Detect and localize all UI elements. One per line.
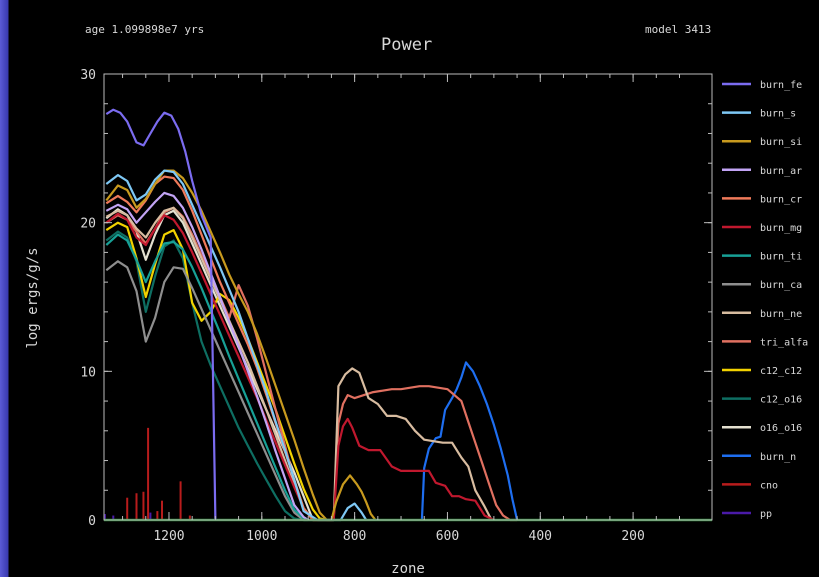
x-tick-label: 800 — [343, 529, 366, 544]
y-axis-label: log ergs/g/s — [25, 247, 41, 348]
series-burn_n — [420, 361, 519, 521]
series-layer — [103, 108, 712, 522]
legend-label-burn_ne: burn_ne — [760, 309, 802, 320]
legend: burn_fe burn_s burn_si burn_ar burn_cr burn_m… — [722, 80, 808, 520]
legend-label-burn_ca: burn_ca — [760, 280, 802, 291]
legend-label-burn_s: burn_s — [760, 109, 796, 120]
legend-label-burn_cr: burn_cr — [760, 194, 802, 205]
plot-panel: age 1.099898e7 yrs model 3413 Power log … — [9, 8, 819, 577]
x-tick-label: 400 — [529, 529, 552, 544]
series-burn_fe — [105, 108, 217, 521]
series-c12_o16 — [105, 230, 309, 522]
series-burn_si — [105, 169, 377, 522]
x-tick-label: 600 — [436, 529, 459, 544]
y-tick-label: 10 — [80, 365, 96, 380]
legend-label-burn_ti: burn_ti — [760, 252, 802, 263]
legend-label-burn_n: burn_n — [760, 452, 796, 463]
y-tick-label: 20 — [80, 217, 96, 232]
series-burn_ca — [105, 260, 318, 522]
axes-layer: 0 10 20 30 1200 1000 800 600 400 200 — [80, 68, 713, 544]
plot-frame — [103, 73, 713, 521]
y-tick-label: 30 — [80, 68, 96, 83]
legend-label-c12_c12: c12_c12 — [760, 366, 802, 377]
age-label: age 1.099898e7 yrs — [85, 23, 204, 36]
y-tick-label: 0 — [88, 514, 96, 529]
series-burn_mg — [105, 212, 495, 522]
legend-label-burn_si: burn_si — [760, 137, 802, 148]
legend-label-burn_ar: burn_ar — [760, 166, 802, 177]
legend-label-pp: pp — [760, 509, 772, 520]
legend-label-burn_mg: burn_mg — [760, 223, 802, 234]
legend-label-burn_fe: burn_fe — [760, 80, 802, 91]
chart-title: Power — [381, 35, 432, 55]
x-axis-label: zone — [391, 561, 425, 577]
series-burn_s — [105, 169, 368, 522]
legend-label-tri_alfa: tri_alfa — [760, 337, 808, 348]
x-tick-label: 1000 — [246, 529, 277, 544]
legend-label-cno: cno — [760, 480, 778, 491]
x-tick-label: 200 — [621, 529, 644, 544]
power-chart: age 1.099898e7 yrs model 3413 Power log … — [25, 23, 808, 577]
model-label: model 3413 — [645, 23, 711, 36]
legend-label-o16_o16: o16_o16 — [760, 423, 802, 434]
series-tri_alfa — [105, 206, 518, 522]
legend-label-c12_o16: c12_o16 — [760, 395, 802, 406]
x-tick-label: 1200 — [153, 529, 184, 544]
series-burn_ti — [105, 233, 309, 522]
